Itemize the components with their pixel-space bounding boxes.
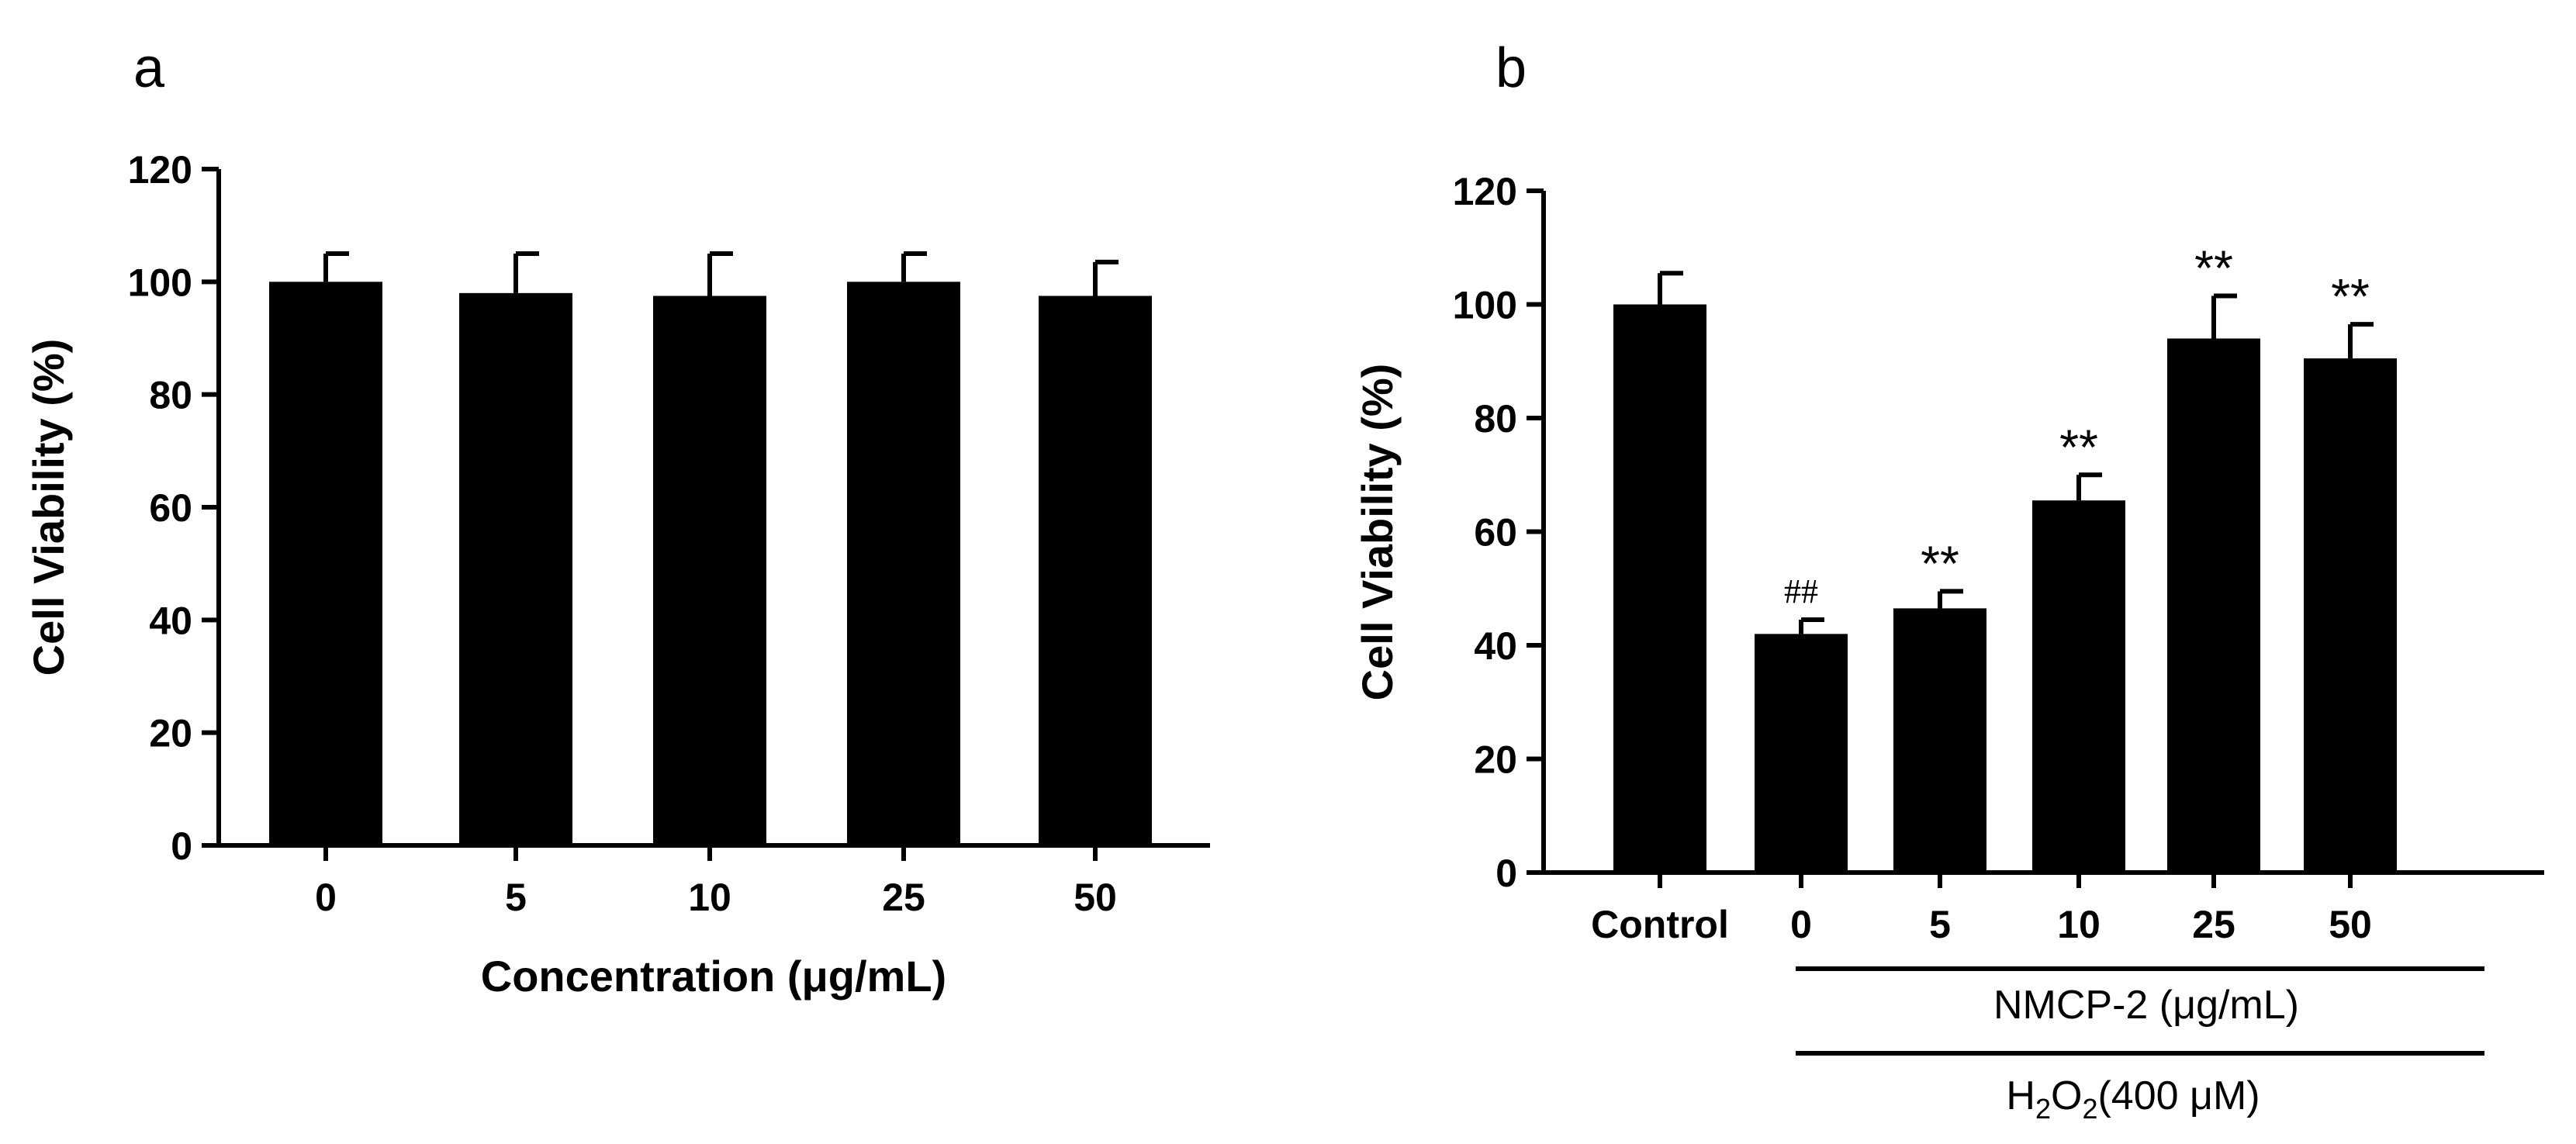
y-tick-label: 120 bbox=[128, 148, 192, 192]
x-tick-label: 25 bbox=[2192, 903, 2235, 946]
bar bbox=[653, 296, 766, 845]
bar bbox=[459, 292, 572, 845]
panel-a-x-axis-label: Concentration (μg/mL) bbox=[481, 952, 946, 1001]
significance-hash: ## bbox=[1784, 572, 1818, 610]
h2o2-h: H bbox=[2006, 1073, 2035, 1118]
panel-b-y-ticks: 0 20 40 60 80 100 120 bbox=[1453, 170, 1544, 895]
x-tick-label: 50 bbox=[2329, 903, 2372, 946]
x-tick-label: Control bbox=[1591, 903, 1729, 946]
y-tick-label: 40 bbox=[1474, 624, 1517, 668]
bar bbox=[1755, 634, 1848, 873]
x-tick-label: 10 bbox=[688, 876, 731, 919]
bar bbox=[2304, 358, 2397, 873]
y-tick-label: 100 bbox=[1453, 284, 1517, 327]
y-tick-label: 20 bbox=[1474, 738, 1517, 782]
panel-a-letter: a bbox=[133, 37, 165, 99]
y-tick-label: 100 bbox=[128, 261, 192, 304]
significance-stars: ** bbox=[2059, 419, 2098, 475]
bar bbox=[1613, 304, 1706, 873]
x-tick-label: 10 bbox=[2057, 903, 2101, 946]
panel-a-y-ticks: 0 20 40 60 80 100 120 bbox=[128, 148, 219, 868]
significance-stars: ** bbox=[2194, 240, 2233, 296]
y-tick-label: 0 bbox=[1495, 852, 1517, 895]
h2o2-sub-1: 2 bbox=[2035, 1093, 2051, 1125]
y-tick-label: 80 bbox=[149, 374, 192, 417]
bar bbox=[847, 282, 960, 845]
x-tick-label: 50 bbox=[1074, 876, 1117, 919]
panel-a-x-ticks: 0 5 10 25 50 bbox=[315, 845, 1117, 919]
panel-b-letter: b bbox=[1495, 37, 1527, 99]
x-tick-label: 5 bbox=[1929, 903, 1951, 946]
x-tick-label: 0 bbox=[315, 876, 337, 919]
h2o2-tail: (400 μM) bbox=[2097, 1073, 2260, 1118]
panel-b: b 0 20 40 60 80 100 120 ## ** ** ** ** Control 0 5 10… bbox=[1353, 37, 2544, 1125]
x-tick-label: 5 bbox=[505, 876, 527, 919]
significance-stars: ** bbox=[2331, 268, 2370, 324]
bar bbox=[269, 282, 382, 845]
panel-a: a 0 20 40 60 80 100 120 0 5 10 25 50 Cell Viabilit… bbox=[24, 37, 1210, 1001]
y-tick-label: 60 bbox=[149, 486, 192, 530]
bar bbox=[2167, 338, 2260, 873]
x-tick-label: 0 bbox=[1790, 903, 1812, 946]
significance-stars: ** bbox=[1921, 535, 1959, 591]
h2o2-group-label: H2O2(400 μM) bbox=[2006, 1073, 2260, 1125]
nmcp-group-label: NMCP-2 (μg/mL) bbox=[1993, 983, 2299, 1028]
bar bbox=[2032, 500, 2125, 873]
h2o2-sub-2: 2 bbox=[2082, 1093, 2097, 1125]
y-tick-label: 0 bbox=[171, 824, 192, 868]
h2o2-o: O bbox=[2051, 1073, 2082, 1118]
panel-a-y-axis-label: Cell Viability (%) bbox=[24, 339, 73, 676]
panel-b-x-ticks: Control 0 5 10 25 50 bbox=[1591, 873, 2372, 946]
y-tick-label: 60 bbox=[1474, 511, 1517, 555]
y-tick-label: 120 bbox=[1453, 170, 1517, 213]
bar bbox=[1039, 296, 1152, 845]
x-tick-label: 25 bbox=[882, 876, 925, 919]
y-tick-label: 40 bbox=[149, 599, 192, 642]
bar bbox=[1893, 608, 1986, 873]
panel-b-y-axis-label: Cell Viability (%) bbox=[1353, 364, 1402, 701]
y-tick-label: 20 bbox=[149, 712, 192, 755]
panel-a-bars bbox=[269, 251, 1152, 845]
panel-b-bars: ## ** ** ** ** bbox=[1613, 240, 2397, 873]
y-tick-label: 80 bbox=[1474, 397, 1517, 441]
